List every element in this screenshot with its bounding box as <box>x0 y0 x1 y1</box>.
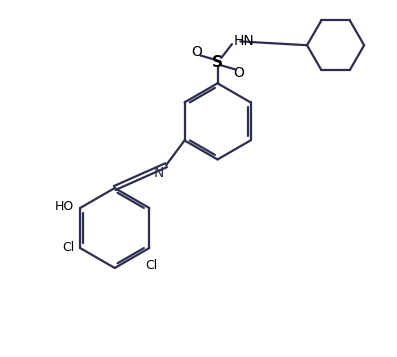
Text: HN: HN <box>233 34 254 49</box>
Text: HO: HO <box>55 200 74 213</box>
Text: O: O <box>191 45 202 59</box>
Text: O: O <box>233 66 244 80</box>
Text: S: S <box>212 55 223 70</box>
Text: Cl: Cl <box>62 241 74 255</box>
Text: N: N <box>154 166 164 180</box>
Text: Cl: Cl <box>145 259 157 272</box>
